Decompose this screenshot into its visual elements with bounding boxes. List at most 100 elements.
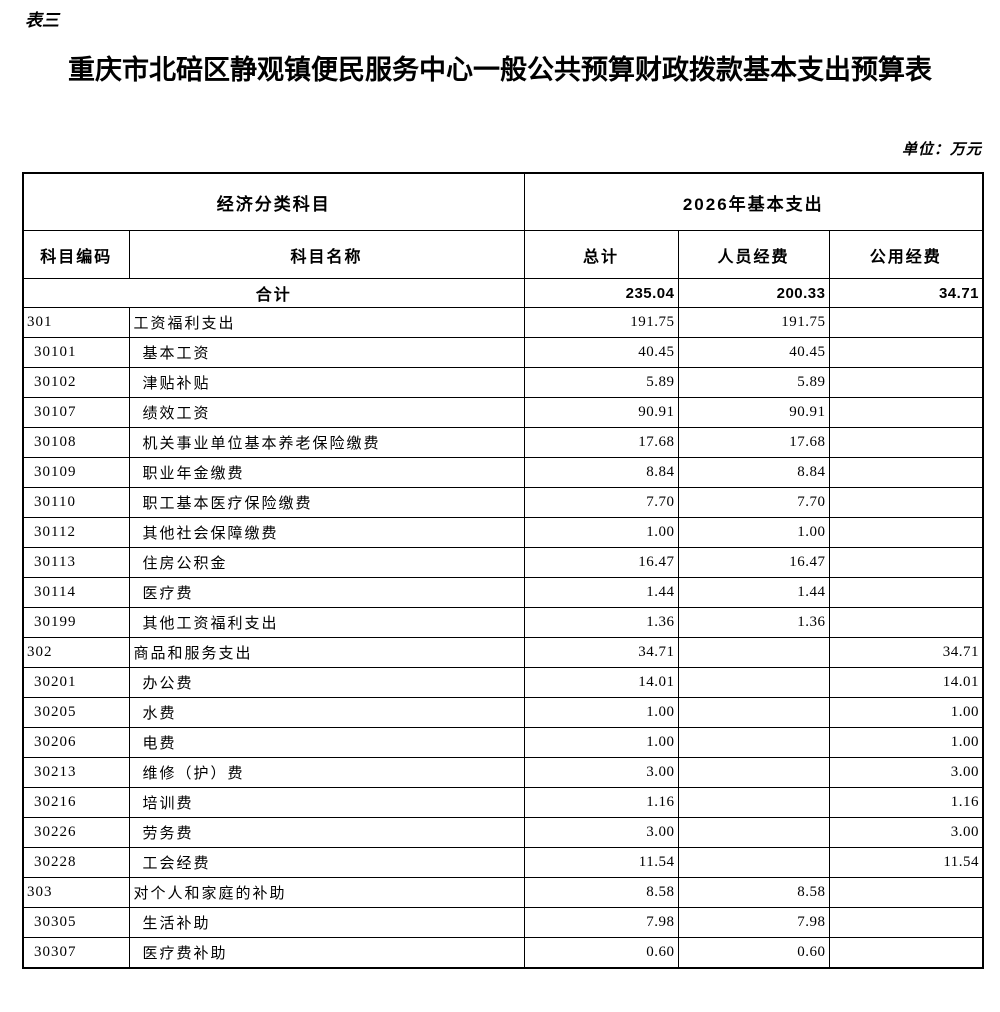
cell-subject-name: 住房公积金 [128, 547, 525, 578]
table-header: 经济分类科目 2026年基本支出 科目编码 科目名称 总计 人员经费 公用经费 [22, 172, 984, 279]
cell-subject-name: 医疗费 [128, 577, 525, 608]
cell-public-funds [828, 337, 984, 368]
cell-public-funds: 1.00 [828, 727, 984, 758]
cell-public-funds [828, 457, 984, 488]
cell-public-funds [828, 397, 984, 428]
table-row: 30113 住房公积金 16.47 16.47 [22, 547, 984, 578]
cell-public-funds: 3.00 [828, 757, 984, 788]
cell-total: 17.68 [523, 427, 679, 458]
cell-personnel-funds: 0.60 [677, 937, 830, 969]
cell-subject-code: 30102 [22, 367, 130, 398]
cell-public-funds: 1.16 [828, 787, 984, 818]
header-2026-basic-expenditure: 2026年基本支出 [523, 172, 984, 231]
cell-personnel-funds: 5.89 [677, 367, 830, 398]
cell-personnel-funds [677, 667, 830, 698]
cell-personnel-funds: 90.91 [677, 397, 830, 428]
cell-personnel-funds [677, 727, 830, 758]
cell-subject-code: 302 [22, 637, 130, 668]
table-row: 30201 办公费 14.01 14.01 [22, 667, 984, 698]
col-header-total: 总计 [523, 230, 679, 279]
table-row: 30205 水费 1.00 1.00 [22, 697, 984, 728]
table-row: 30114 医疗费 1.44 1.44 [22, 577, 984, 608]
cell-public-funds: 3.00 [828, 817, 984, 848]
cell-subject-code: 30110 [22, 487, 130, 518]
cell-subject-code: 30305 [22, 907, 130, 938]
cell-subject-name: 其他社会保障缴费 [128, 517, 525, 548]
cell-subject-name: 职业年金缴费 [128, 457, 525, 488]
cell-total: 7.70 [523, 487, 679, 518]
unit-note: 单位：万元 [901, 142, 982, 158]
cell-total: 8.84 [523, 457, 679, 488]
cell-subject-name: 劳务费 [128, 817, 525, 848]
table-body: 合计 235.04 200.33 34.71 301 工资福利支出 191.75 19… [22, 278, 984, 969]
cell-public-funds [828, 427, 984, 458]
cell-personnel-funds: 7.98 [677, 907, 830, 938]
cell-total: 1.44 [523, 577, 679, 608]
cell-subject-name: 电费 [128, 727, 525, 758]
table-number-label: 表三 [25, 11, 59, 30]
table-row: 30109 职业年金缴费 8.84 8.84 [22, 457, 984, 488]
header-group-row: 经济分类科目 2026年基本支出 [22, 172, 984, 231]
col-header-subject-code: 科目编码 [22, 230, 130, 279]
cell-personnel-funds: 8.58 [677, 877, 830, 908]
cell-public-funds [828, 907, 984, 938]
table-row: 30112 其他社会保障缴费 1.00 1.00 [22, 517, 984, 548]
col-header-public-funds: 公用经费 [828, 230, 984, 279]
cell-total: 1.00 [523, 517, 679, 548]
header-economic-classification: 经济分类科目 [22, 172, 525, 231]
cell-public-funds [828, 607, 984, 638]
cell-subject-name: 维修（护）费 [128, 757, 525, 788]
grand-total-label: 合计 [22, 278, 525, 308]
page-title: 重庆市北碚区静观镇便民服务中心一般公共预算财政拨款基本支出预算表 [68, 55, 932, 85]
grand-total-sum: 235.04 [523, 278, 679, 308]
table-row: 30305 生活补助 7.98 7.98 [22, 907, 984, 938]
table-row: 30216 培训费 1.16 1.16 [22, 787, 984, 818]
cell-total: 40.45 [523, 337, 679, 368]
table-row: 30108 机关事业单位基本养老保险缴费 17.68 17.68 [22, 427, 984, 458]
grand-total-row: 合计 235.04 200.33 34.71 [22, 278, 984, 308]
cell-subject-code: 30199 [22, 607, 130, 638]
table-row: 301 工资福利支出 191.75 191.75 [22, 307, 984, 338]
cell-public-funds: 11.54 [828, 847, 984, 878]
table-row: 303 对个人和家庭的补助 8.58 8.58 [22, 877, 984, 908]
cell-personnel-funds: 191.75 [677, 307, 830, 338]
cell-total: 7.98 [523, 907, 679, 938]
cell-personnel-funds: 16.47 [677, 547, 830, 578]
cell-personnel-funds [677, 817, 830, 848]
cell-subject-code: 30108 [22, 427, 130, 458]
cell-public-funds [828, 577, 984, 608]
cell-personnel-funds: 7.70 [677, 487, 830, 518]
cell-total: 1.00 [523, 727, 679, 758]
cell-total: 14.01 [523, 667, 679, 698]
cell-total: 5.89 [523, 367, 679, 398]
cell-total: 90.91 [523, 397, 679, 428]
grand-total-public: 34.71 [828, 278, 984, 308]
cell-public-funds: 34.71 [828, 637, 984, 668]
cell-public-funds [828, 937, 984, 969]
table-row: 30307 医疗费补助 0.60 0.60 [22, 937, 984, 969]
cell-total: 0.60 [523, 937, 679, 969]
cell-personnel-funds [677, 637, 830, 668]
cell-subject-name: 培训费 [128, 787, 525, 818]
budget-table: 经济分类科目 2026年基本支出 科目编码 科目名称 总计 人员经费 公用经费 … [22, 172, 985, 969]
table-row: 302 商品和服务支出 34.71 34.71 [22, 637, 984, 668]
header-columns-row: 科目编码 科目名称 总计 人员经费 公用经费 [22, 230, 984, 279]
cell-subject-name: 工资福利支出 [128, 307, 525, 338]
cell-total: 3.00 [523, 757, 679, 788]
cell-subject-code: 30201 [22, 667, 130, 698]
cell-subject-code: 30216 [22, 787, 130, 818]
table-row: 30228 工会经费 11.54 11.54 [22, 847, 984, 878]
cell-personnel-funds [677, 787, 830, 818]
cell-total: 1.36 [523, 607, 679, 638]
cell-subject-code: 303 [22, 877, 130, 908]
cell-personnel-funds [677, 757, 830, 788]
cell-public-funds [828, 877, 984, 908]
cell-subject-code: 30112 [22, 517, 130, 548]
cell-subject-code: 30101 [22, 337, 130, 368]
cell-subject-code: 30206 [22, 727, 130, 758]
cell-subject-name: 商品和服务支出 [128, 637, 525, 668]
cell-personnel-funds: 17.68 [677, 427, 830, 458]
cell-subject-name: 对个人和家庭的补助 [128, 877, 525, 908]
cell-total: 16.47 [523, 547, 679, 578]
